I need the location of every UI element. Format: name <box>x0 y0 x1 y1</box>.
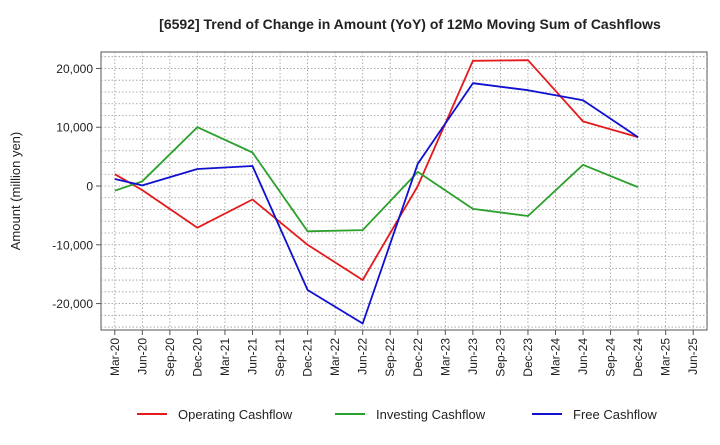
x-tick-label: Jun-23 <box>466 338 480 375</box>
x-tick-label: Sep-21 <box>273 338 287 377</box>
axes: -20,000 -10,000 0 10,000 20,000 Mar-20 Jun-20 S… <box>52 62 700 377</box>
y-axis-label: Amount (million yen) <box>8 132 23 251</box>
x-tick-label: Dec-21 <box>301 338 315 377</box>
x-tick-label: Jun-20 <box>135 338 149 375</box>
x-tick-label: Jun-22 <box>356 338 370 375</box>
x-tick-label: Dec-23 <box>521 338 535 377</box>
y-tick-label: -10,000 <box>52 238 93 252</box>
x-tick-label: Dec-22 <box>411 338 425 377</box>
series-line-operating-cashflow <box>114 59 639 281</box>
y-tick-label: -20,000 <box>52 297 93 311</box>
x-tick-label: Sep-22 <box>383 338 397 377</box>
plot-area <box>100 51 708 331</box>
chart-title: [6592] Trend of Change in Amount (YoY) o… <box>159 16 661 32</box>
x-tick-label: Jun-25 <box>686 338 700 375</box>
x-tick-label: Mar-23 <box>438 338 452 376</box>
grid <box>101 52 707 330</box>
legend: Operating Cashflow Investing Cashflow Free… <box>137 407 657 422</box>
series-line-free-cashflow <box>114 82 639 325</box>
y-tick-label: 20,000 <box>56 62 93 76</box>
x-tick-label: Mar-24 <box>549 338 563 376</box>
x-tick-label: Sep-23 <box>493 338 507 377</box>
x-tick-label: Mar-22 <box>328 338 342 376</box>
series-line-investing-cashflow <box>114 126 639 233</box>
legend-label-investing-cashflow: Investing Cashflow <box>376 407 486 422</box>
x-tick-label: Jun-24 <box>576 338 590 375</box>
x-tick-label: Dec-24 <box>631 338 645 377</box>
x-tick-label: Dec-20 <box>190 338 204 377</box>
y-tick-label: 10,000 <box>56 121 93 135</box>
x-tick-label: Jun-21 <box>246 338 260 375</box>
y-tick-label: 0 <box>86 180 93 194</box>
x-tick-label: Sep-20 <box>163 338 177 377</box>
x-tick-label: Sep-24 <box>604 338 618 377</box>
x-tick-label: Mar-25 <box>659 338 673 376</box>
legend-label-free-cashflow: Free Cashflow <box>573 407 657 422</box>
series-group <box>114 59 639 325</box>
legend-label-operating-cashflow: Operating Cashflow <box>178 407 293 422</box>
x-tick-label: Mar-21 <box>218 338 232 376</box>
x-tick-label: Mar-20 <box>108 338 122 376</box>
